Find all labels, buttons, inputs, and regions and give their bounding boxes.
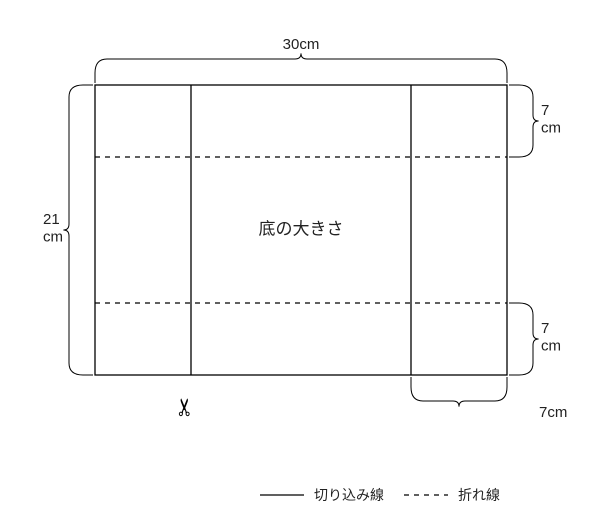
bracket-left — [63, 85, 93, 375]
bracket-bottom-right — [411, 377, 507, 407]
pattern-diagram: 30cm 21cm 7cm 7cm 7cm 底の大きさ ✂ 切り込み線 折れ線 — [0, 0, 615, 521]
label-center: 底の大きさ — [259, 219, 344, 238]
scissors-icon: ✂ — [172, 397, 199, 417]
bracket-top — [95, 53, 507, 83]
label-right-bottom: 7cm — [541, 320, 561, 354]
bracket-right-top — [509, 85, 539, 157]
legend-cut-label: 切り込み線 — [314, 487, 384, 503]
label-top-width: 30cm — [283, 36, 320, 53]
label-right-top: 7cm — [541, 102, 561, 136]
bracket-right-bottom — [509, 303, 539, 375]
legend-fold-label: 折れ線 — [458, 487, 500, 503]
label-left-height: 21cm — [43, 211, 63, 245]
label-bottom-right: 7cm — [539, 404, 567, 421]
